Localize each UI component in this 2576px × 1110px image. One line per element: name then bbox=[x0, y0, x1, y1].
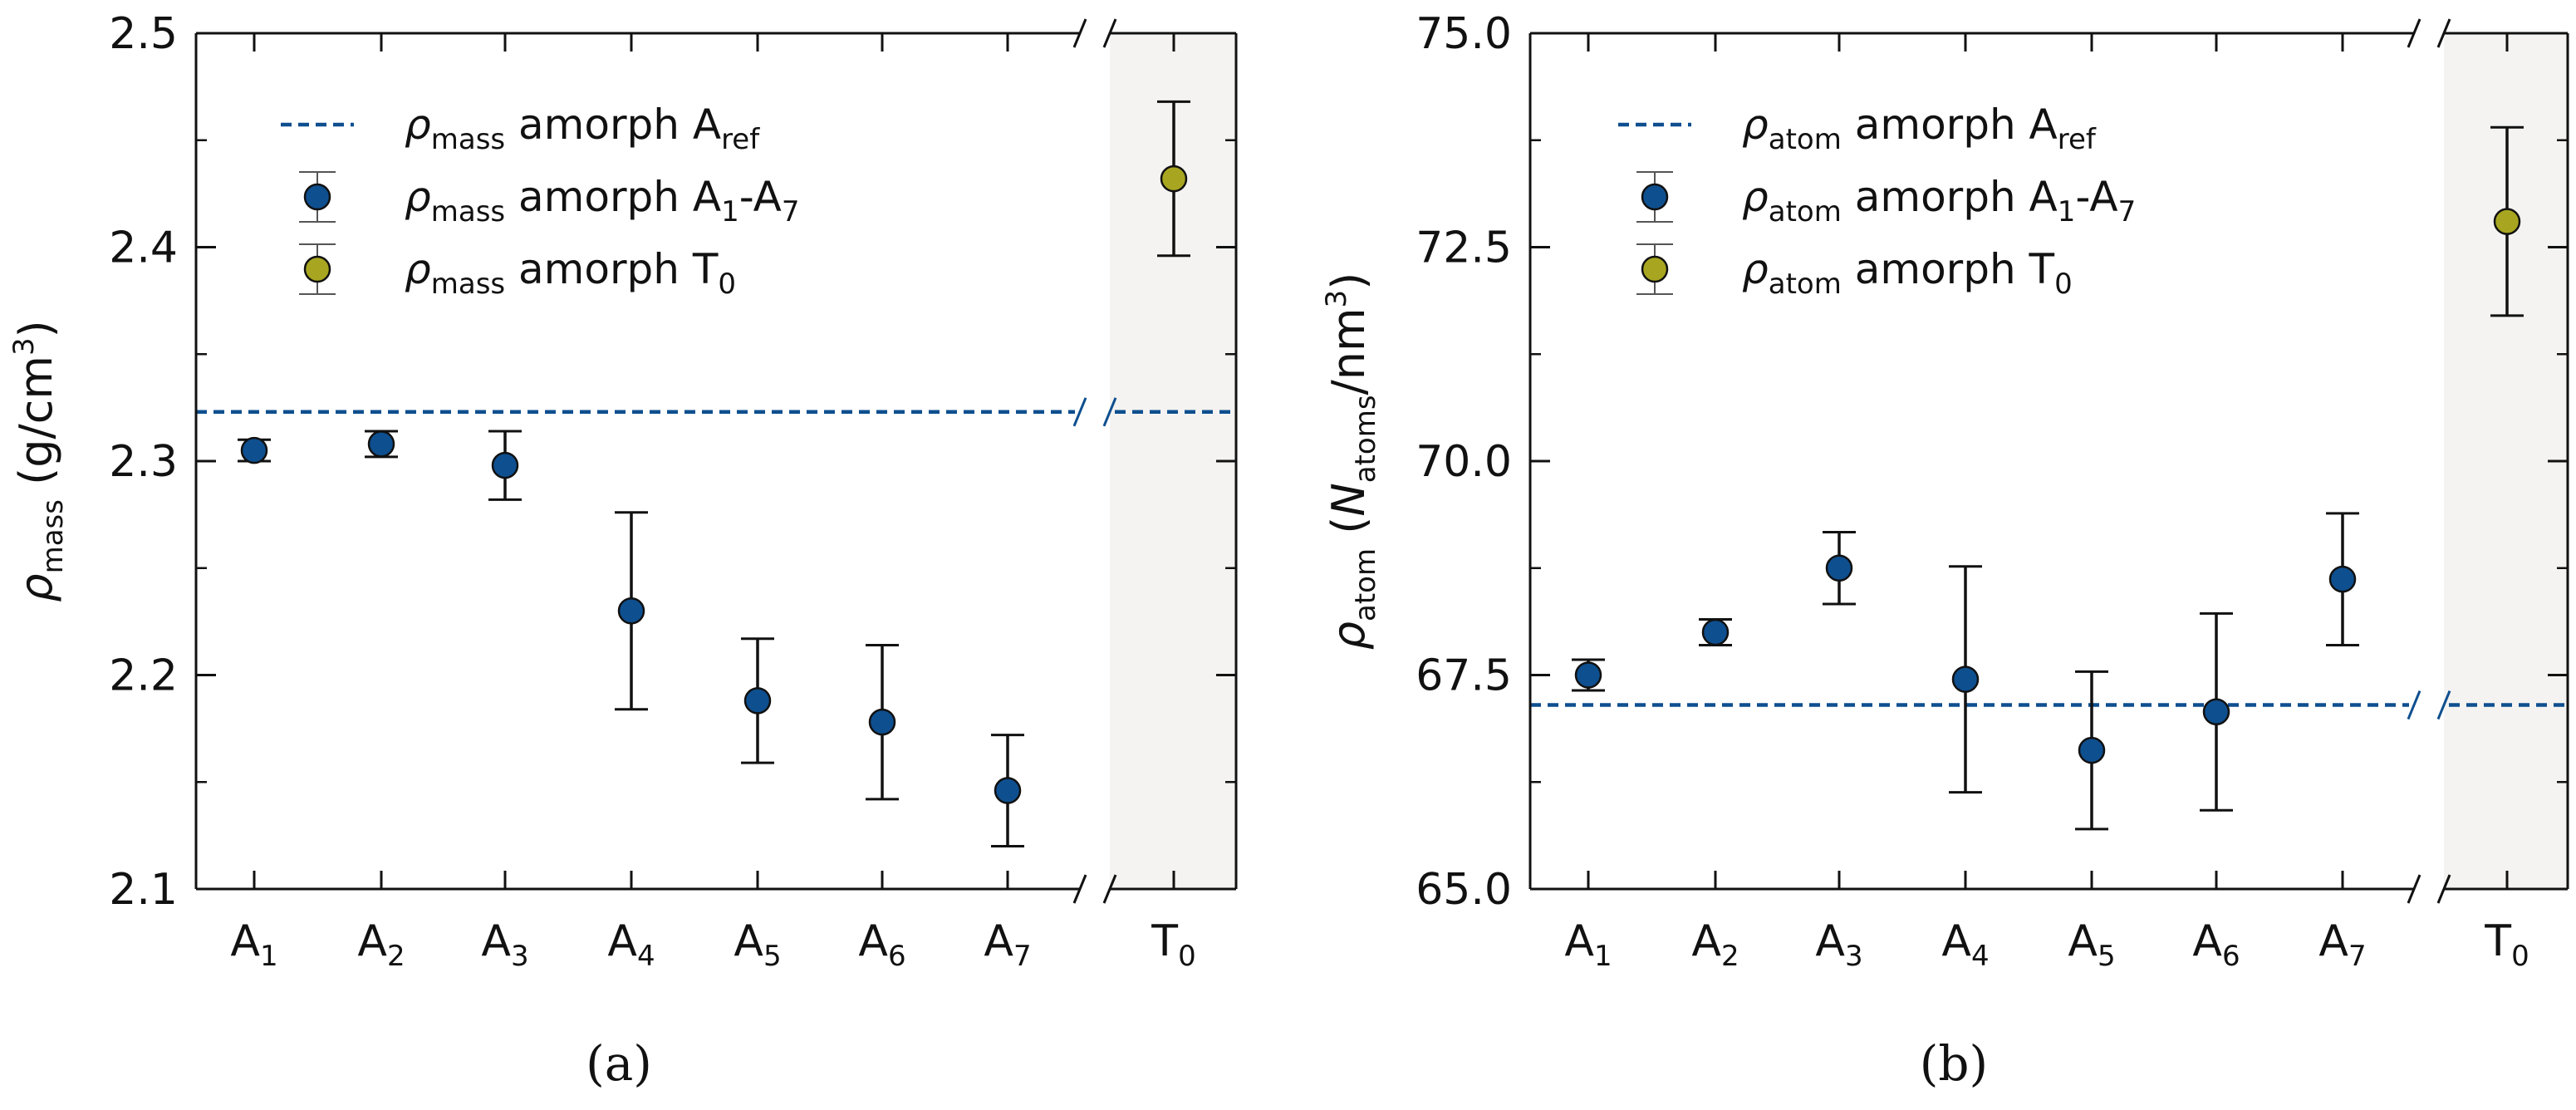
y-tick-label: 2.2 bbox=[109, 651, 178, 701]
data-point bbox=[1825, 554, 1853, 582]
y-tick-label: 72.5 bbox=[1416, 223, 1512, 273]
panel-a-chart: 2.1 2.2 2.3 2.4 2.5 A1 A2 A3 A4 A5 A6 A7 T0 ρmass amo… bbox=[7, 9, 1238, 973]
data-point bbox=[1574, 661, 1602, 689]
x-tick-label: A1 bbox=[230, 916, 277, 973]
legend-marker bbox=[1641, 183, 1669, 211]
axis-break-mark bbox=[2436, 874, 2451, 904]
x-tick-label: A5 bbox=[2068, 916, 2115, 973]
data-point bbox=[1951, 666, 1980, 693]
x-tick-label: T0 bbox=[2484, 916, 2529, 973]
legend-label: ρatom amorph Aref bbox=[1742, 101, 2097, 156]
legend-label: ρatom amorph A1-A7 bbox=[1742, 173, 2136, 228]
x-tick-label: A2 bbox=[1691, 916, 1739, 973]
x-tick-label: A5 bbox=[734, 916, 781, 973]
axis-break-mark bbox=[1072, 18, 1087, 48]
x-tick-label: A4 bbox=[1941, 916, 1989, 973]
panel-b-caption: (b) bbox=[1920, 1035, 1988, 1092]
x-tick-label: A4 bbox=[607, 916, 655, 973]
y-axis-title: ρmass (g/cm3) bbox=[7, 320, 70, 602]
x-tick-label: A7 bbox=[2318, 916, 2366, 973]
axis-break-mark bbox=[1072, 397, 1087, 427]
y-tick-label: 65.0 bbox=[1416, 865, 1512, 915]
x-tick-label: A3 bbox=[481, 916, 528, 973]
data-point bbox=[491, 451, 519, 479]
x-tick-label: A1 bbox=[1564, 916, 1612, 973]
legend-label: ρmass amorph Aref bbox=[405, 101, 760, 156]
axis-break-mark bbox=[1102, 18, 1117, 48]
axis-break-mark bbox=[1102, 874, 1117, 904]
data-point bbox=[367, 430, 395, 458]
axis-break-mark bbox=[1102, 397, 1117, 427]
axis-break-mark bbox=[2436, 690, 2451, 720]
y-tick-label: 67.5 bbox=[1416, 651, 1512, 701]
y-tick-label: 2.1 bbox=[109, 865, 178, 915]
y-axis-title: ρatom (Natoms/nm3) bbox=[1320, 273, 1382, 651]
x-tick-label: A2 bbox=[357, 916, 405, 973]
x-tick-label: A3 bbox=[1815, 916, 1862, 973]
y-tick-label: 2.4 bbox=[109, 223, 178, 273]
data-point bbox=[868, 708, 896, 736]
panel-b-chart: 65.0 67.5 70.0 72.5 75.0 A1 A2 A3 A4 A5 A6 A7 T0 ρato… bbox=[1320, 9, 2569, 973]
data-point bbox=[994, 777, 1022, 804]
x-tick-label: T0 bbox=[1151, 916, 1195, 973]
axis-break-mark bbox=[2407, 874, 2421, 904]
y-tick-label: 2.3 bbox=[109, 437, 178, 487]
legend-label: ρmass amorph T0 bbox=[405, 245, 736, 301]
x-tick-label: A7 bbox=[984, 916, 1031, 973]
y-tick-label: 70.0 bbox=[1416, 437, 1512, 487]
x-tick-label: A6 bbox=[2192, 916, 2240, 973]
data-point bbox=[743, 687, 772, 715]
legend-marker bbox=[1641, 255, 1669, 283]
data-point bbox=[2202, 698, 2230, 726]
data-point-t0 bbox=[1160, 165, 1188, 193]
data-point bbox=[240, 436, 268, 464]
data-point bbox=[2078, 736, 2106, 764]
data-point bbox=[617, 597, 645, 625]
axis-break-mark bbox=[2407, 690, 2421, 720]
data-point bbox=[1701, 618, 1730, 646]
data-point-t0 bbox=[2493, 208, 2521, 235]
panel-a-caption: (a) bbox=[586, 1035, 652, 1092]
legend-label: ρmass amorph A1-A7 bbox=[405, 173, 800, 228]
legend-marker bbox=[303, 255, 331, 283]
axis-break-mark bbox=[2407, 18, 2421, 48]
axis-break-mark bbox=[2436, 18, 2451, 48]
legend-label: ρatom amorph T0 bbox=[1742, 245, 2073, 301]
axis-break-mark bbox=[1072, 874, 1087, 904]
x-tick-label: A6 bbox=[858, 916, 905, 973]
legend-marker bbox=[303, 183, 331, 211]
data-point bbox=[2328, 565, 2357, 593]
y-tick-label: 75.0 bbox=[1416, 9, 1512, 59]
y-tick-label: 2.5 bbox=[109, 9, 178, 59]
